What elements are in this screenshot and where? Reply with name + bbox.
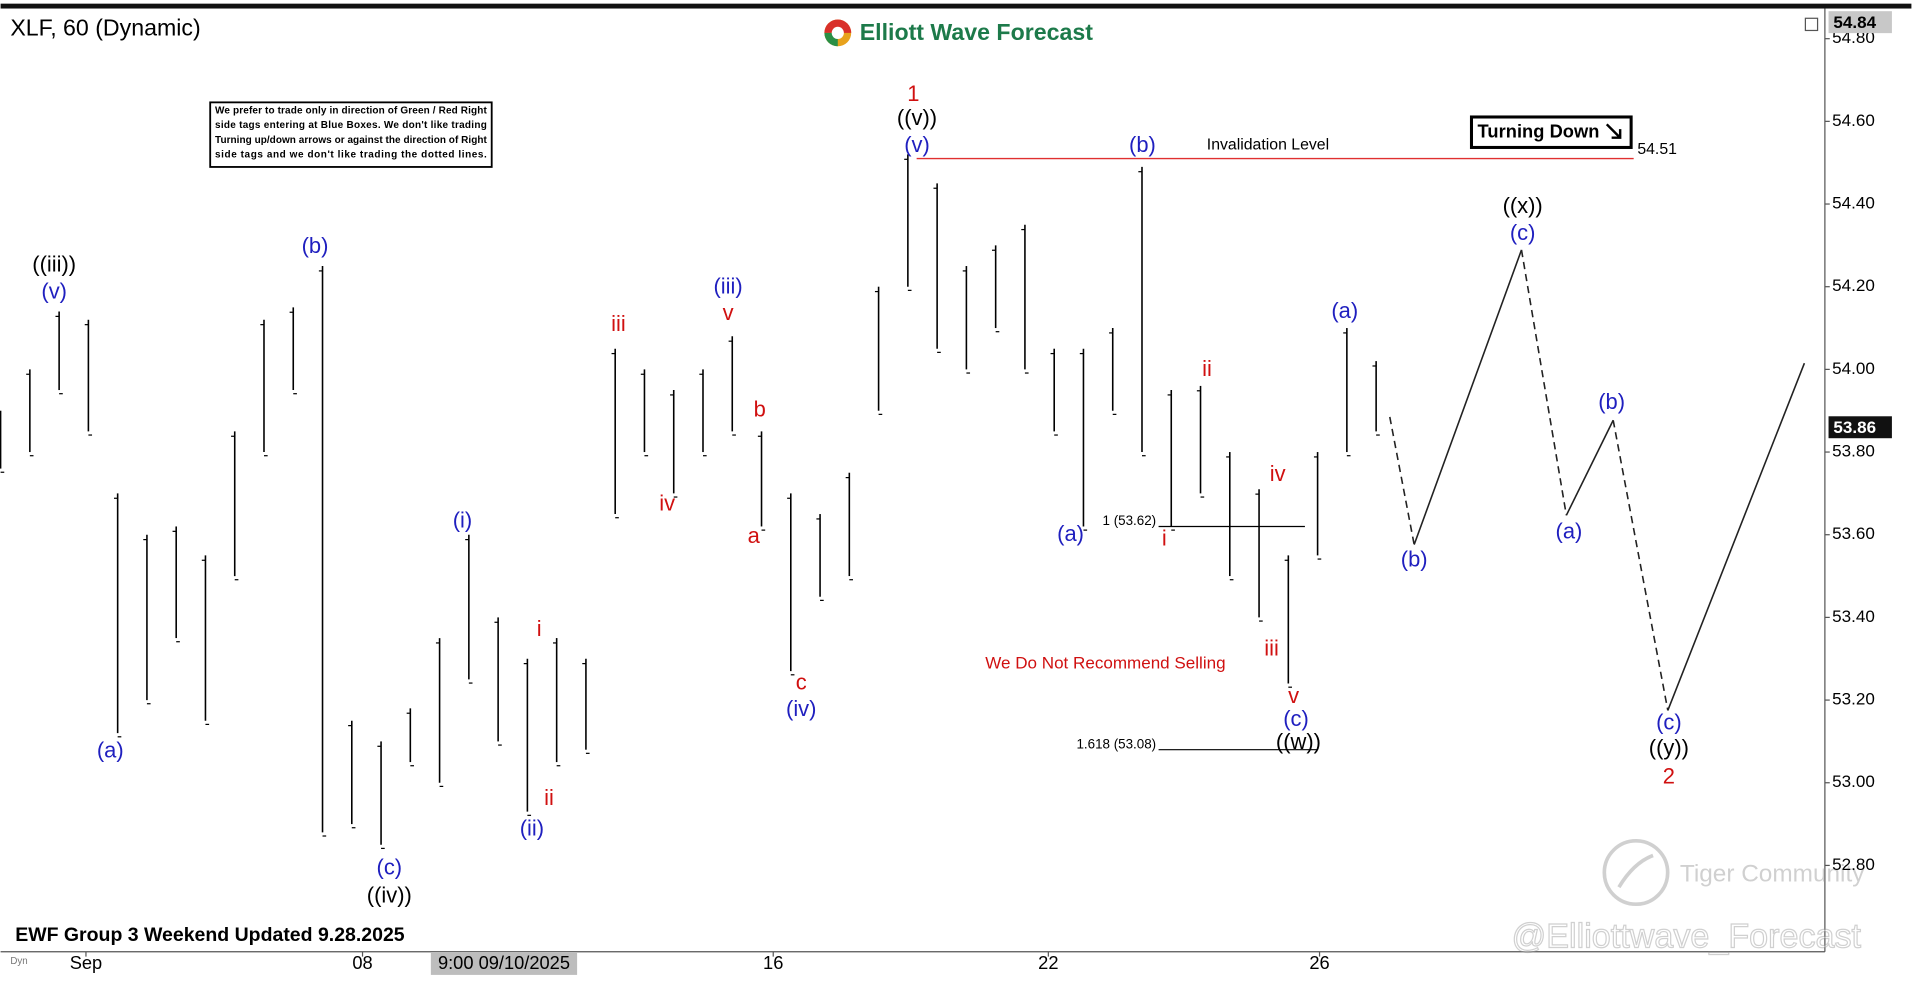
projection-segment <box>1565 419 1614 516</box>
projection-segment <box>1667 362 1806 711</box>
wave-label: 2 <box>1663 763 1675 788</box>
x-tick-label: 16 <box>763 952 783 973</box>
y-tick-label: 53.60 <box>1832 524 1875 543</box>
wave-label: iv <box>1270 461 1286 486</box>
window-icon <box>1804 17 1819 32</box>
wave-label: i <box>1162 526 1167 551</box>
wave-label: ((x)) <box>1503 193 1543 218</box>
wave-label: ii <box>1202 356 1212 381</box>
watermark-text: @Elliottwave_Forecast <box>1512 917 1862 955</box>
wave-label: v <box>1288 683 1299 708</box>
wave-label: (b) <box>302 233 329 258</box>
wave-label: 1 <box>907 81 919 106</box>
wave-label: (iii) <box>714 273 743 298</box>
note-line: side tags entering at Blue Boxes. We don… <box>215 120 487 131</box>
projection-segment <box>1612 420 1669 711</box>
note-line: side tags and we don't like trading the … <box>215 149 487 160</box>
y-tick-label: 53.40 <box>1832 607 1875 626</box>
wave-label: (c) <box>1510 220 1536 245</box>
wave-label: (a) <box>1331 298 1358 323</box>
y-tick-label: 52.80 <box>1832 855 1875 874</box>
tag-box <box>1469 115 1633 149</box>
y-tick-label: 53.00 <box>1832 772 1875 791</box>
wave-label: ((w)) <box>1276 729 1321 754</box>
y-tick-label: 54.20 <box>1832 276 1875 295</box>
wave-label: ((iii)) <box>32 251 76 276</box>
y-tick-label: 53.80 <box>1832 442 1875 461</box>
y-tick-label: 54.00 <box>1832 359 1875 378</box>
wave-label: a <box>748 523 761 548</box>
wave-label: iii <box>611 311 626 336</box>
wave-label: (b) <box>1598 389 1625 414</box>
x-tick-label: 22 <box>1038 952 1058 973</box>
down-arrow-icon <box>1605 123 1622 139</box>
wave-label: i <box>537 616 542 641</box>
wave-label: c <box>796 669 807 694</box>
wave-label: (ii) <box>520 816 544 841</box>
wave-label: (b) <box>1401 546 1428 571</box>
wave-label: (a) <box>97 738 124 763</box>
warning-text: We Do Not Recommend Selling <box>985 654 1225 673</box>
wave-label: v <box>723 300 734 325</box>
wave-label: ((v)) <box>897 105 937 130</box>
x-tick-label: 26 <box>1309 952 1329 973</box>
price-marker-label: 54.84 <box>1833 13 1876 32</box>
wave-label: (v) <box>41 278 67 303</box>
top-border <box>0 3 1912 9</box>
invalidation-value: 54.51 <box>1637 141 1677 158</box>
wave-label: (a) <box>1556 518 1583 543</box>
wave-label: ii <box>544 785 554 810</box>
wave-label: b <box>754 396 766 421</box>
brand-logo: Elliott Wave Forecast <box>824 19 1093 47</box>
tag-text: Turning Down <box>1478 121 1600 142</box>
wave-label: (i) <box>453 507 472 532</box>
y-tick-label: 54.60 <box>1832 111 1875 130</box>
y-tick-label: 54.40 <box>1832 194 1875 213</box>
invalidation-label: Invalidation Level <box>1207 136 1329 153</box>
wave-label: ((iv)) <box>367 883 412 908</box>
x-tick-label: Sep <box>70 952 103 973</box>
projection-segment <box>1520 249 1568 516</box>
price-marker-label: 53.86 <box>1833 418 1876 437</box>
wave-label: (v) <box>904 132 930 157</box>
wave-label: iv <box>659 490 675 515</box>
crosshair-label-box <box>430 952 578 975</box>
y-tick-label: 53.20 <box>1832 690 1875 709</box>
projection-segment <box>1389 416 1415 545</box>
wave-label: (b) <box>1129 132 1156 157</box>
watermark-text: Tiger Community <box>1680 860 1865 887</box>
x-tick-label: 08 <box>352 952 372 973</box>
wave-label: iii <box>1264 635 1279 660</box>
wave-label: (a) <box>1057 521 1084 546</box>
price-marker-box <box>1828 416 1892 439</box>
crosshair-label: 9:00 09/10/2025 <box>438 952 570 973</box>
price-marker-box <box>1828 11 1892 34</box>
brand-name: Elliott Wave Forecast <box>860 19 1093 45</box>
watermark: Tiger Community @Elliottwave_Forecast <box>1511 839 1865 956</box>
chart-title: XLF, 60 (Dynamic) <box>10 14 200 40</box>
note-box <box>209 101 493 168</box>
fib-label: 1.618 (53.08) <box>1076 736 1156 751</box>
wave-label: (iv) <box>786 696 816 721</box>
projection-segment <box>1413 249 1523 545</box>
note-line: We prefer to trade only in direction of … <box>215 106 487 117</box>
fib-label: 1 (53.62) <box>1103 513 1157 528</box>
wave-label: ((y)) <box>1649 735 1689 760</box>
footer-text: EWF Group 3 Weekend Updated 9.28.2025 <box>15 924 405 946</box>
note-line: Turning up/down arrows or against the di… <box>215 135 487 146</box>
mode-label: Dyn <box>10 956 27 967</box>
wave-label: (c) <box>377 855 403 880</box>
wave-label: (c) <box>1656 710 1682 735</box>
wave-label: (c) <box>1283 706 1309 731</box>
